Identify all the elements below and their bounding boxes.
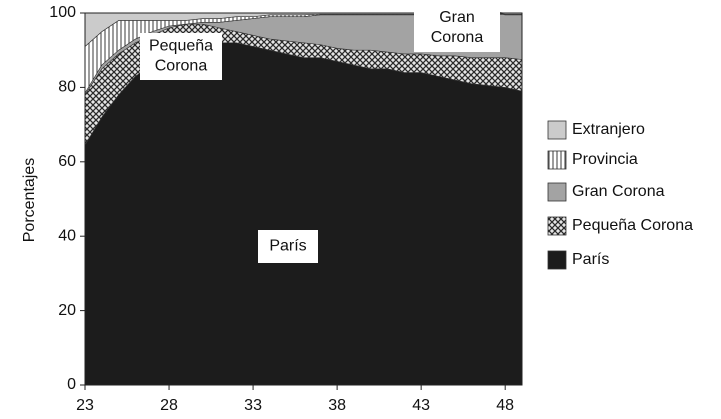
- x-tick-label: 28: [160, 397, 178, 414]
- legend-swatch: [547, 250, 567, 270]
- legend-swatch: [547, 120, 567, 140]
- legend-label: Pequeña Corona: [572, 217, 693, 234]
- annotation-box: [414, 4, 500, 52]
- annotation-text: Corona: [155, 58, 208, 75]
- legend-label: Gran Corona: [572, 183, 665, 200]
- y-tick-label: 60: [58, 153, 76, 170]
- y-tick-label: 80: [58, 79, 76, 96]
- area: [84, 42, 523, 386]
- legend-label: Extranjero: [572, 121, 645, 138]
- x-tick-label: 48: [496, 397, 514, 414]
- y-tick-label: 0: [67, 376, 76, 393]
- y-tick-label: 100: [49, 4, 76, 21]
- x-tick-label: 38: [328, 397, 346, 414]
- y-axis-label: Porcentajes: [21, 158, 38, 243]
- legend-swatch: [547, 182, 567, 202]
- x-tick-label: 43: [412, 397, 430, 414]
- annotation-text: Pequeña: [149, 38, 213, 55]
- annotation-text: Gran: [439, 9, 475, 26]
- plot-frame: [84, 12, 523, 386]
- legend-swatch: [547, 216, 567, 236]
- annotation-text: París: [269, 238, 306, 255]
- legend-label: Provincia: [572, 151, 638, 168]
- annotation-text: Corona: [431, 29, 484, 46]
- x-tick-label: 23: [76, 397, 94, 414]
- x-tick-label: 33: [244, 397, 262, 414]
- y-tick-label: 40: [58, 227, 76, 244]
- annotation-box: [140, 33, 222, 80]
- y-tick-label: 20: [58, 302, 76, 319]
- annotation-box: [258, 230, 318, 263]
- legend-label: París: [572, 251, 609, 268]
- legend-swatch: [547, 150, 567, 170]
